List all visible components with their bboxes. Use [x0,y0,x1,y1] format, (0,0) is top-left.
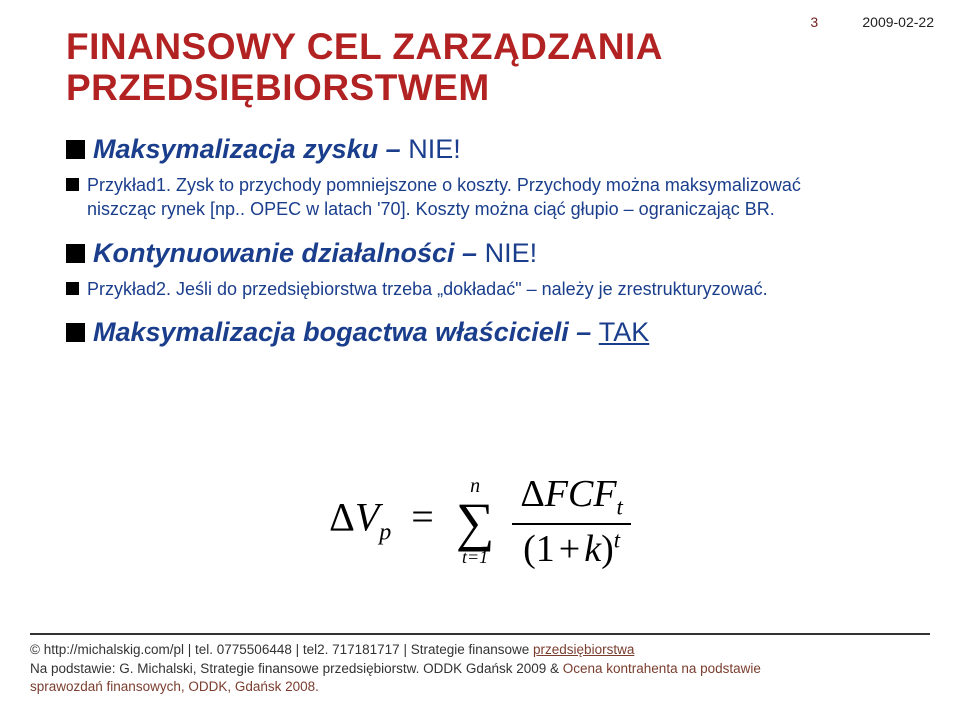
den-sup-t: t [614,527,620,552]
fraction-denominator: (1+k)t [512,525,631,571]
formula: ΔVp = n ∑ t=1 ΔFCFt (1+k)t [0,472,960,571]
page-number: 3 [810,14,818,30]
sigma-block: n ∑ t=1 [456,475,495,568]
fraction-numerator: ΔFCFt [512,472,631,525]
formula-V: V [355,494,379,539]
bullet-2-sub: Przykład2. Jeśli do przedsiębiorstwa trz… [66,277,846,301]
footer-line-1: © http://michalskig.com/pl | tel. 077550… [30,641,930,659]
footer-line-2b: Ocena kontrahenta na podstawie [563,661,761,676]
title-line-1: FINANSOWY CEL ZARZĄDZANIA [66,26,663,67]
den-close: ) [601,528,614,570]
bullet-3: Maksymalizacja bogactwa właścicieli – TA… [66,317,846,348]
point-1-sub: Przykład1. Zysk to przychody pomniejszon… [87,173,846,222]
point-1-text: Maksymalizacja zysku – NIE! [93,134,461,165]
num-delta: Δ [520,473,544,515]
sigma-symbol: ∑ [456,498,495,547]
formula-delta-lhs: Δ [329,494,355,539]
point-2-sub: Przykład2. Jeśli do przedsiębiorstwa trz… [87,277,768,301]
bullet-icon [66,323,85,342]
den-k: k [584,528,601,570]
fraction: ΔFCFt (1+k)t [512,472,631,571]
footer-line-1b: przedsiębiorstwa [533,642,634,657]
header-meta: 3 2009-02-22 [810,14,934,31]
bullet-1-sub: Przykład1. Zysk to przychody pomniejszon… [66,173,846,222]
bullet-1: Maksymalizacja zysku – NIE! [66,134,846,165]
title-line-2: PRZEDSIĘBIORSTWEM [66,67,663,108]
point-3-text: Maksymalizacja bogactwa właścicieli – TA… [93,317,649,348]
footer-line-2: Na podstawie: G. Michalski, Strategie fi… [30,660,930,678]
slide-date: 2009-02-22 [862,14,934,30]
point-1-tail: NIE! [408,134,461,164]
point-2-tail: NIE! [485,238,538,268]
point-1-main: Maksymalizacja zysku – [93,134,408,164]
point-3-tail: TAK [599,317,650,347]
footer-line-3: sprawozdań finansowych, ODDK, Gdańsk 200… [30,678,930,696]
footer: © http://michalskig.com/pl | tel. 077550… [30,633,930,696]
bullet-icon [66,140,85,159]
formula-equals: = [411,494,434,539]
footer-line-2a: Na podstawie: G. Michalski, Strategie fi… [30,661,563,676]
slide: 3 2009-02-22 FINANSOWY CEL ZARZĄDZANIA P… [0,0,960,716]
footer-line-1a: © http://michalskig.com/pl | tel. 077550… [30,642,533,657]
bullet-2: Kontynuowanie działalności – NIE! [66,238,846,269]
formula-sub-p: p [379,519,391,545]
bullet-icon [66,244,85,263]
point-2-main: Kontynuowanie działalności – [93,238,485,268]
slide-title: FINANSOWY CEL ZARZĄDZANIA PRZEDSIĘBIORST… [66,26,663,109]
den-open: ( [523,528,536,570]
bullet-icon [66,178,79,191]
bullet-icon [66,282,79,295]
num-sub-t: t [617,495,623,520]
den-one: 1 [536,528,555,570]
body-content: Maksymalizacja zysku – NIE! Przykład1. Z… [66,134,846,356]
den-plus: + [559,528,580,570]
num-fcf: FCF [545,473,617,515]
point-2-text: Kontynuowanie działalności – NIE! [93,238,537,269]
point-3-main: Maksymalizacja bogactwa właścicieli – [93,317,599,347]
